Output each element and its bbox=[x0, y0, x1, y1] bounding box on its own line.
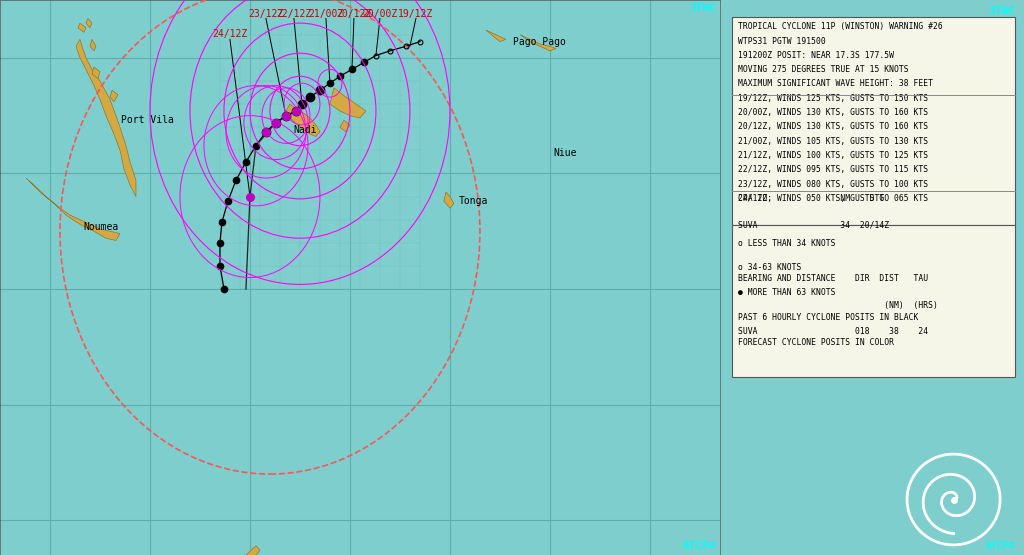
Text: SUVA                    018    38    24: SUVA 018 38 24 bbox=[738, 327, 928, 336]
Polygon shape bbox=[286, 104, 319, 137]
Text: (NM)  (HRS): (NM) (HRS) bbox=[738, 301, 938, 310]
Text: Tonga: Tonga bbox=[459, 196, 488, 206]
Text: 22/12Z, WINDS 095 KTS, GUSTS TO 115 KTS: 22/12Z, WINDS 095 KTS, GUSTS TO 115 KTS bbox=[738, 165, 928, 174]
Polygon shape bbox=[486, 30, 506, 42]
Text: ATCF©: ATCF© bbox=[985, 541, 1015, 551]
Polygon shape bbox=[520, 34, 556, 51]
Polygon shape bbox=[246, 546, 260, 555]
Text: 24/12Z: 24/12Z bbox=[212, 29, 248, 39]
Text: 21/00Z, WINDS 105 KTS, GUSTS TO 130 KTS: 21/00Z, WINDS 105 KTS, GUSTS TO 130 KTS bbox=[738, 137, 928, 145]
Text: 20/12Z: 20/12Z bbox=[336, 8, 372, 18]
Bar bbox=[732, 17, 1015, 225]
Text: WTPS31 PGTW 191500: WTPS31 PGTW 191500 bbox=[738, 37, 826, 46]
Text: o 34-63 KNOTS: o 34-63 KNOTS bbox=[738, 264, 802, 273]
Text: FORECAST CYCLONE POSITS IN COLOR: FORECAST CYCLONE POSITS IN COLOR bbox=[738, 337, 894, 346]
Text: CPA TO:              NM    DTG: CPA TO: NM DTG bbox=[738, 194, 885, 203]
Text: TROPICAL CYCLONE 11P (WINSTON) WARNING #26: TROPICAL CYCLONE 11P (WINSTON) WARNING #… bbox=[738, 22, 943, 31]
Text: ATCF©: ATCF© bbox=[683, 541, 716, 551]
Polygon shape bbox=[90, 39, 96, 51]
Polygon shape bbox=[78, 23, 86, 32]
Text: PAST 6 HOURLY CYCLONE POSITS IN BLACK: PAST 6 HOURLY CYCLONE POSITS IN BLACK bbox=[738, 313, 919, 322]
Polygon shape bbox=[26, 178, 120, 240]
Polygon shape bbox=[76, 39, 136, 196]
Text: MAXIMUM SIGNIFICANT WAVE HEIGHT: 38 FEET: MAXIMUM SIGNIFICANT WAVE HEIGHT: 38 FEET bbox=[738, 79, 933, 88]
Text: Port Vila: Port Vila bbox=[121, 115, 174, 125]
Text: 20/12Z, WINDS 130 KTS, GUSTS TO 160 KTS: 20/12Z, WINDS 130 KTS, GUSTS TO 160 KTS bbox=[738, 122, 928, 132]
Polygon shape bbox=[340, 120, 350, 132]
Polygon shape bbox=[110, 90, 118, 102]
Text: 21/12Z, WINDS 100 KTS, GUSTS TO 125 KTS: 21/12Z, WINDS 100 KTS, GUSTS TO 125 KTS bbox=[738, 151, 928, 160]
Text: BEARING AND DISTANCE    DIR  DIST   TAU: BEARING AND DISTANCE DIR DIST TAU bbox=[738, 274, 928, 283]
Polygon shape bbox=[444, 192, 454, 208]
Text: 22/12Z: 22/12Z bbox=[276, 8, 311, 18]
Bar bbox=[220, 34, 420, 289]
Text: Pago Pago: Pago Pago bbox=[513, 37, 566, 47]
Text: JTWC: JTWC bbox=[988, 6, 1015, 16]
Text: SUVA                 34  20/14Z: SUVA 34 20/14Z bbox=[738, 221, 889, 230]
Text: JTWC: JTWC bbox=[689, 3, 716, 13]
Text: Niue: Niue bbox=[553, 148, 577, 158]
Text: 24/12Z, WINDS 050 KTS, GUSTS TO 065 KTS: 24/12Z, WINDS 050 KTS, GUSTS TO 065 KTS bbox=[738, 194, 928, 203]
Polygon shape bbox=[86, 18, 92, 28]
Text: Nadi: Nadi bbox=[293, 124, 316, 134]
Text: ● MORE THAN 63 KNOTS: ● MORE THAN 63 KNOTS bbox=[738, 288, 836, 297]
Text: 19/12Z: 19/12Z bbox=[398, 8, 433, 18]
Text: 19/12Z, WINDS 125 KTS, GUSTS TO 150 KTS: 19/12Z, WINDS 125 KTS, GUSTS TO 150 KTS bbox=[738, 94, 928, 103]
Text: Noumea: Noumea bbox=[83, 221, 118, 231]
Text: o LESS THAN 34 KNOTS: o LESS THAN 34 KNOTS bbox=[738, 239, 836, 248]
Text: 23/12Z, WINDS 080 KTS, GUSTS TO 100 KTS: 23/12Z, WINDS 080 KTS, GUSTS TO 100 KTS bbox=[738, 179, 928, 189]
Text: 191200Z POSIT: NEAR 17.3S 177.5W: 191200Z POSIT: NEAR 17.3S 177.5W bbox=[738, 51, 894, 60]
Text: 20/00Z, WINDS 130 KTS, GUSTS TO 160 KTS: 20/00Z, WINDS 130 KTS, GUSTS TO 160 KTS bbox=[738, 108, 928, 117]
Polygon shape bbox=[330, 88, 366, 118]
Text: 21/00Z: 21/00Z bbox=[308, 8, 344, 18]
Text: 23/12Z: 23/12Z bbox=[249, 8, 284, 18]
Text: MOVING 275 DEGREES TRUE AT 15 KNOTS: MOVING 275 DEGREES TRUE AT 15 KNOTS bbox=[738, 65, 908, 74]
Text: 20/00Z: 20/00Z bbox=[362, 8, 397, 18]
Bar bbox=[732, 225, 1015, 377]
Polygon shape bbox=[92, 67, 100, 79]
